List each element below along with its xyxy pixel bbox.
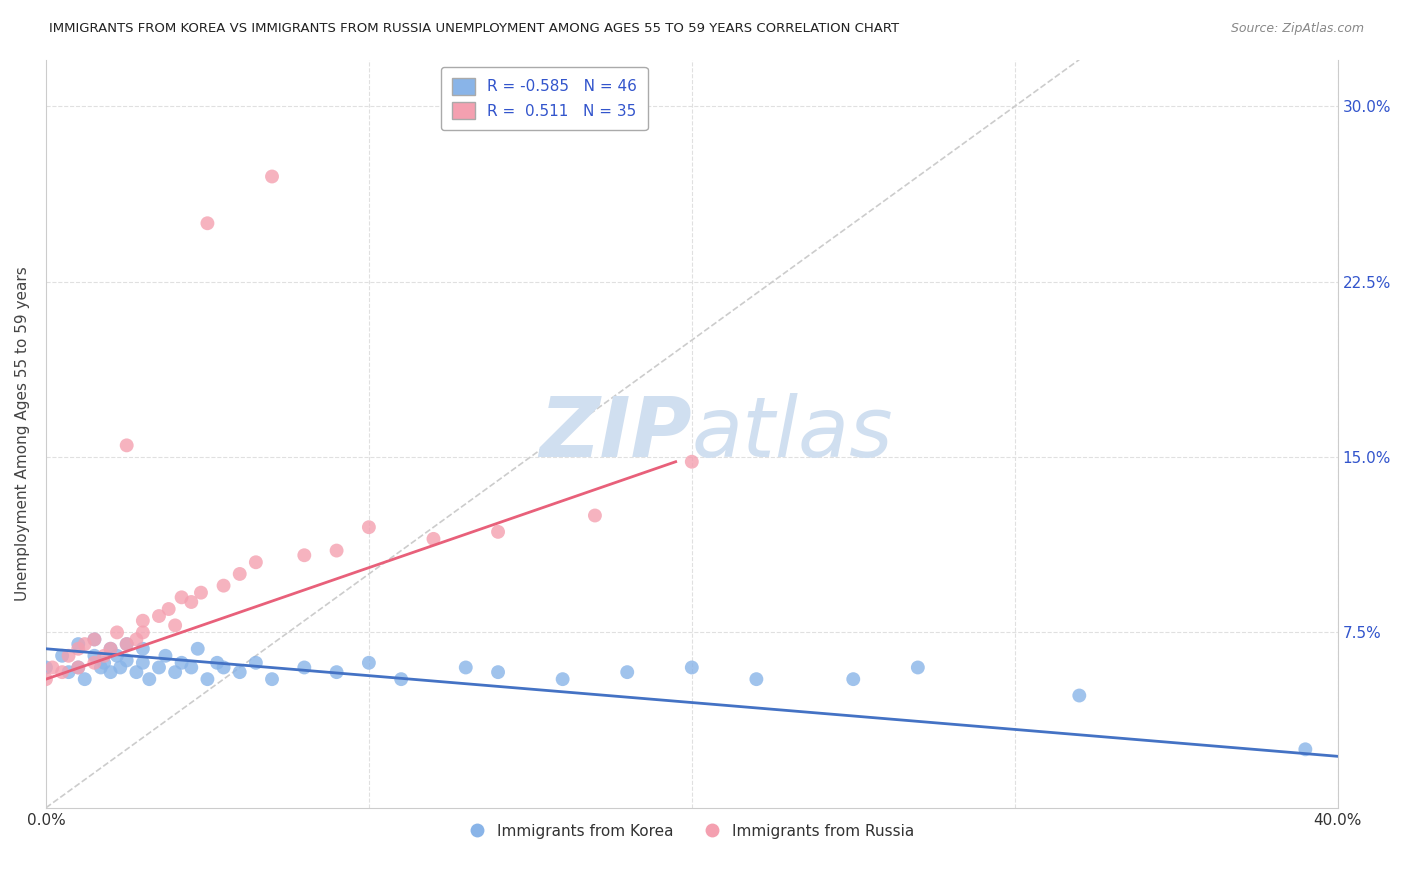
Point xyxy=(325,543,347,558)
Point xyxy=(292,548,315,562)
Point xyxy=(616,665,638,680)
Text: Source: ZipAtlas.com: Source: ZipAtlas.com xyxy=(1230,22,1364,36)
Point xyxy=(212,579,235,593)
Point xyxy=(165,618,187,632)
Point xyxy=(190,585,212,599)
Point xyxy=(170,656,193,670)
Point xyxy=(155,648,177,663)
Point xyxy=(35,672,58,686)
Point xyxy=(51,665,73,680)
Point xyxy=(260,672,283,686)
Point xyxy=(205,656,228,670)
Point xyxy=(93,648,115,663)
Point xyxy=(260,169,283,184)
Point xyxy=(907,660,929,674)
Text: ZIP: ZIP xyxy=(538,393,692,475)
Point xyxy=(132,641,155,656)
Point xyxy=(125,665,148,680)
Point xyxy=(245,555,267,569)
Point xyxy=(100,641,122,656)
Point xyxy=(1069,689,1091,703)
Point xyxy=(842,672,865,686)
Point xyxy=(83,632,105,647)
Point xyxy=(228,566,250,581)
Point xyxy=(73,637,96,651)
Point xyxy=(681,660,703,674)
Point xyxy=(245,656,267,670)
Point xyxy=(115,438,138,452)
Point xyxy=(73,672,96,686)
Point xyxy=(83,648,105,663)
Point xyxy=(681,455,703,469)
Point xyxy=(180,595,202,609)
Point xyxy=(228,665,250,680)
Point xyxy=(110,660,132,674)
Point xyxy=(165,665,187,680)
Point xyxy=(115,653,138,667)
Legend: Immigrants from Korea, Immigrants from Russia: Immigrants from Korea, Immigrants from R… xyxy=(464,818,920,845)
Point xyxy=(292,660,315,674)
Point xyxy=(170,591,193,605)
Text: atlas: atlas xyxy=(692,393,893,475)
Point xyxy=(132,656,155,670)
Point xyxy=(148,660,170,674)
Point xyxy=(90,660,112,674)
Point xyxy=(325,665,347,680)
Point xyxy=(583,508,606,523)
Point xyxy=(486,665,509,680)
Point xyxy=(551,672,574,686)
Point xyxy=(138,672,160,686)
Point xyxy=(35,660,58,674)
Point xyxy=(100,665,122,680)
Point xyxy=(197,216,219,230)
Point xyxy=(454,660,477,674)
Point xyxy=(67,641,90,656)
Point xyxy=(422,532,444,546)
Point xyxy=(93,656,115,670)
Point xyxy=(105,648,128,663)
Point xyxy=(51,648,73,663)
Point xyxy=(67,660,90,674)
Point xyxy=(357,520,380,534)
Point xyxy=(100,641,122,656)
Y-axis label: Unemployment Among Ages 55 to 59 years: Unemployment Among Ages 55 to 59 years xyxy=(15,267,30,601)
Point xyxy=(745,672,768,686)
Point xyxy=(83,632,105,647)
Point xyxy=(58,665,80,680)
Point xyxy=(115,637,138,651)
Point xyxy=(67,660,90,674)
Text: IMMIGRANTS FROM KOREA VS IMMIGRANTS FROM RUSSIA UNEMPLOYMENT AMONG AGES 55 TO 59: IMMIGRANTS FROM KOREA VS IMMIGRANTS FROM… xyxy=(49,22,900,36)
Point xyxy=(83,656,105,670)
Point xyxy=(132,625,155,640)
Point xyxy=(125,632,148,647)
Point xyxy=(389,672,412,686)
Point xyxy=(1294,742,1316,756)
Point xyxy=(486,524,509,539)
Point xyxy=(41,660,63,674)
Point xyxy=(132,614,155,628)
Point xyxy=(67,637,90,651)
Point xyxy=(357,656,380,670)
Point xyxy=(115,637,138,651)
Point xyxy=(157,602,180,616)
Point xyxy=(58,648,80,663)
Point xyxy=(187,641,209,656)
Point xyxy=(197,672,219,686)
Point xyxy=(105,625,128,640)
Point xyxy=(180,660,202,674)
Point xyxy=(212,660,235,674)
Point xyxy=(148,609,170,624)
